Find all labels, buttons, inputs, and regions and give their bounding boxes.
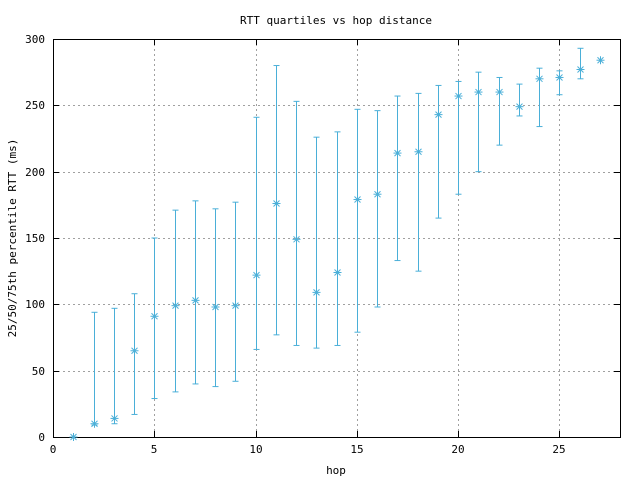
median-point-stroke <box>455 92 462 100</box>
median-point-stroke <box>232 302 239 310</box>
median-point-stroke <box>253 271 260 279</box>
chart-title: RTT quartiles vs hop distance <box>240 14 432 27</box>
median-point <box>312 288 321 297</box>
median-point-stroke <box>415 148 422 156</box>
median-point <box>150 312 159 321</box>
median-point-stroke <box>212 303 219 311</box>
median-point <box>495 88 504 97</box>
x-axis-label: hop <box>326 464 346 477</box>
median-point-stroke <box>313 289 320 296</box>
x-tick-label: 0 <box>50 443 57 456</box>
median-point <box>576 65 585 74</box>
median-point-stroke <box>516 103 523 111</box>
median-point <box>555 73 564 82</box>
median-point <box>252 271 261 280</box>
median-point <box>434 110 443 119</box>
median-point <box>353 195 362 204</box>
median-point-stroke <box>475 88 482 96</box>
median-point <box>211 302 220 311</box>
median-point-stroke <box>273 200 280 207</box>
median-point <box>535 74 544 83</box>
median-point <box>171 301 180 310</box>
median-point <box>333 268 342 277</box>
median-point-stroke <box>334 269 341 276</box>
x-tick-label: 15 <box>350 443 363 456</box>
median-point-stroke <box>293 235 300 243</box>
y-tick-label: 0 <box>38 431 45 444</box>
median-point <box>69 433 78 441</box>
median-point-stroke <box>597 56 604 64</box>
y-axis-label: 25/50/75th percentile RTT (ms) <box>6 139 19 338</box>
median-point <box>90 419 99 428</box>
median-point <box>373 190 382 199</box>
median-point-stroke <box>577 66 584 73</box>
median-point <box>231 301 240 310</box>
median-point-stroke <box>70 433 77 441</box>
median-point-stroke <box>394 149 401 157</box>
x-tick-label: 20 <box>451 443 464 456</box>
median-point-stroke <box>91 420 98 428</box>
median-markers <box>69 56 605 441</box>
median-point <box>292 235 301 244</box>
median-point-stroke <box>131 347 138 355</box>
median-point <box>454 92 463 101</box>
y-tick-label: 150 <box>25 232 45 245</box>
median-point-stroke <box>354 196 361 203</box>
x-tick-label: 5 <box>151 443 158 456</box>
x-tick-label: 10 <box>249 443 262 456</box>
median-point <box>130 346 139 355</box>
median-point-stroke <box>435 111 442 118</box>
median-point <box>414 147 423 156</box>
y-tick-label: 200 <box>25 166 45 179</box>
median-point <box>191 296 200 305</box>
x-tick-label: 25 <box>552 443 565 456</box>
median-point-stroke <box>536 75 543 83</box>
median-point <box>272 199 281 208</box>
median-point-stroke <box>496 88 503 96</box>
median-point-stroke <box>374 190 381 198</box>
y-tick-label: 250 <box>25 99 45 112</box>
median-point-stroke <box>192 296 199 304</box>
median-point-stroke <box>172 302 179 310</box>
median-point-stroke <box>111 415 118 422</box>
median-point <box>110 414 119 423</box>
median-point <box>393 149 402 158</box>
y-tick-label: 50 <box>32 365 45 378</box>
median-point-stroke <box>556 74 563 81</box>
error-bars <box>91 47 584 426</box>
median-point <box>515 102 524 111</box>
median-point-stroke <box>151 312 158 320</box>
y-tick-label: 100 <box>25 298 45 311</box>
y-tick-label: 300 <box>25 33 45 46</box>
median-point <box>474 88 483 97</box>
median-point <box>596 56 605 65</box>
